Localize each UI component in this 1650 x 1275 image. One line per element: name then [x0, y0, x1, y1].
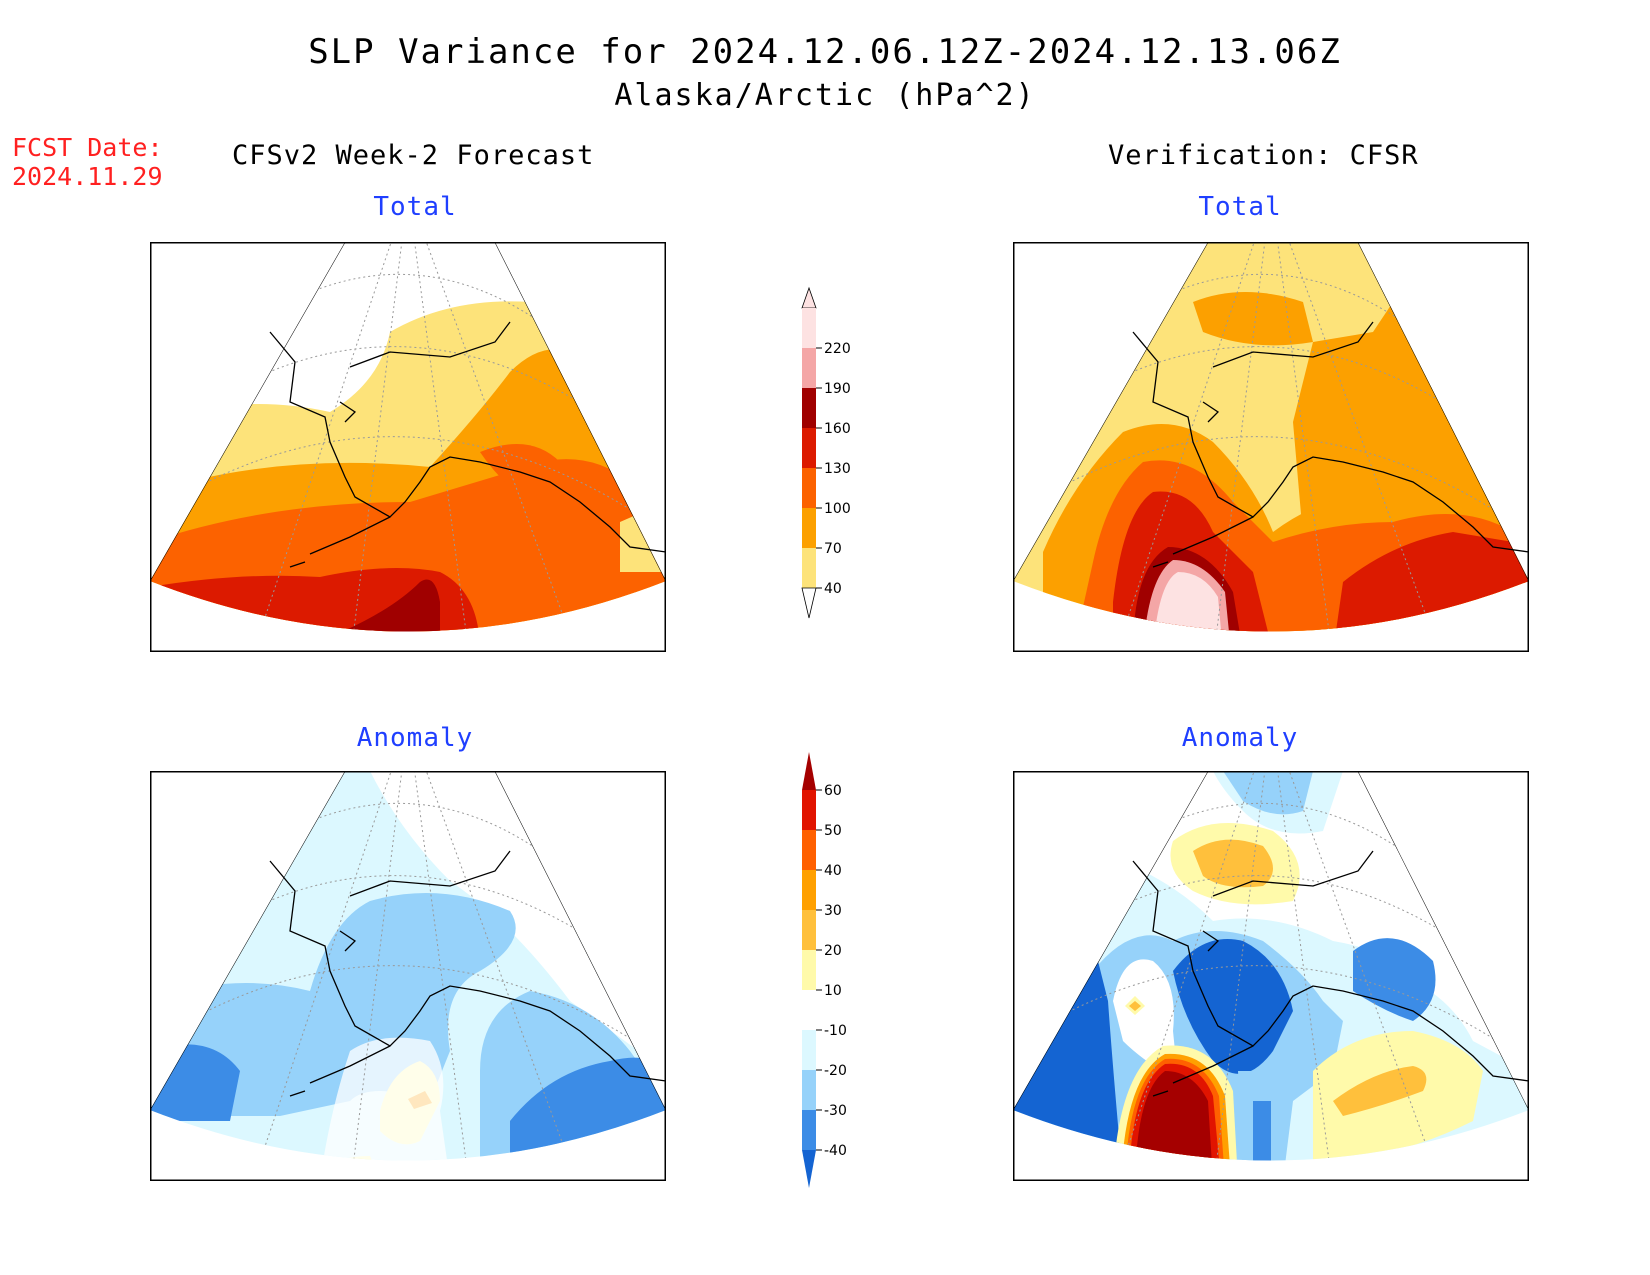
forecast-anomaly-title: Anomaly — [356, 723, 474, 753]
colorbar-label: 130 — [824, 461, 851, 477]
colorbar-label: 220 — [824, 341, 851, 357]
main-title: SLP Variance for 2024.12.06.12Z-2024.12.… — [308, 32, 1342, 72]
forecast-column-heading: CFSv2 Week-2 Forecast — [232, 140, 595, 171]
forecast-anomaly-map — [150, 771, 666, 1181]
colorbar-swatch — [802, 308, 816, 348]
colorbar-label: -10 — [824, 1023, 847, 1039]
verification-anomaly-map — [1013, 771, 1529, 1181]
colorbar-top-tip — [801, 286, 817, 309]
total-colorbar: 220 190 160 130 100 70 40 — [801, 286, 851, 619]
verification-anomaly-title: Anomaly — [1181, 723, 1299, 753]
fcst-date-label: FCST Date: — [12, 133, 163, 162]
colorbar-swatch — [802, 1070, 816, 1110]
colorbar-swatch — [802, 468, 816, 508]
colorbar-label: 20 — [824, 943, 842, 959]
colorbar-label: 40 — [824, 581, 842, 597]
verification-total-coastline — [1132, 321, 1529, 568]
forecast-anomaly-coastline — [269, 850, 666, 1097]
forecast-total-coastline — [269, 321, 666, 568]
colorbar-label: 10 — [824, 983, 842, 999]
colorbar-label: 190 — [824, 381, 851, 397]
verification-total-map — [1013, 242, 1529, 652]
colorbar-label: -20 — [824, 1063, 847, 1079]
colorbar-bottom-tip — [802, 1150, 816, 1188]
verification-anomaly-coastline — [1132, 850, 1529, 1097]
forecast-total-title: Total — [373, 192, 457, 222]
subtitle: Alaska/Arctic (hPa^2) — [614, 78, 1036, 113]
colorbar-swatch — [802, 950, 816, 990]
colorbar-swatch — [802, 870, 816, 910]
colorbar-swatch — [802, 348, 816, 388]
colorbar-swatch — [802, 388, 816, 428]
colorbar-label: 100 — [824, 501, 851, 517]
colorbar-swatch — [802, 830, 816, 870]
colorbar-swatch — [802, 508, 816, 548]
verification-total-title: Total — [1198, 192, 1282, 222]
forecast-total-map — [150, 242, 666, 652]
colorbar-swatch — [802, 910, 816, 950]
colorbar-label: 40 — [824, 863, 842, 879]
colorbar-label: -40 — [824, 1143, 847, 1159]
colorbar-swatch — [802, 1030, 816, 1070]
colorbar-label: 50 — [824, 823, 842, 839]
anomaly-colorbar: 60 50 40 30 20 10 -10 -20 -30 -40 — [802, 752, 847, 1188]
colorbar-swatch — [802, 548, 816, 588]
colorbar-swatch — [802, 428, 816, 468]
fcst-date-value: 2024.11.29 — [12, 162, 163, 191]
colorbar-swatch — [802, 990, 816, 1030]
verification-anomaly-field — [1013, 771, 1529, 1161]
colorbar-swatch — [802, 790, 816, 830]
colorbar-swatch — [802, 1110, 816, 1150]
colorbar-top-tip — [802, 752, 816, 790]
colorbar-label: 70 — [824, 541, 842, 557]
colorbar-label: 60 — [824, 783, 842, 799]
colorbar-label: 160 — [824, 421, 851, 437]
colorbar-label: -30 — [824, 1103, 847, 1119]
verification-column-heading: Verification: CFSR — [1108, 140, 1419, 171]
colorbar-bottom-tip — [801, 587, 817, 619]
colorbar-label: 30 — [824, 903, 842, 919]
